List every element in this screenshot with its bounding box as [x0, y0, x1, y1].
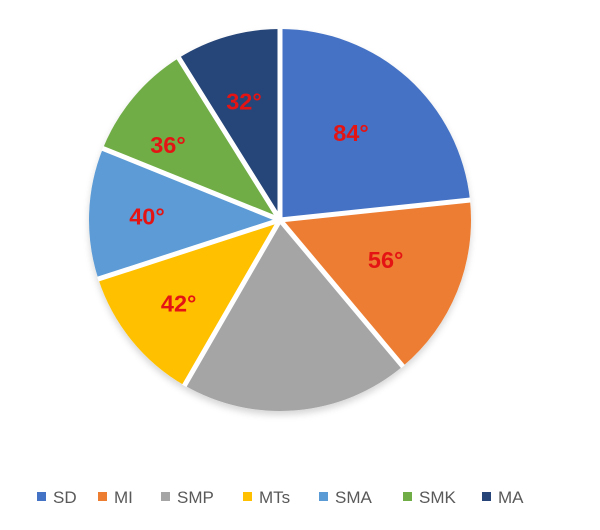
svg-text:40°: 40°	[129, 204, 165, 230]
svg-text:32°: 32°	[226, 89, 262, 115]
svg-text:36°: 36°	[150, 132, 186, 158]
svg-text:56°: 56°	[368, 247, 404, 273]
svg-text:42°: 42°	[161, 291, 197, 317]
svg-text:84°: 84°	[333, 120, 369, 146]
